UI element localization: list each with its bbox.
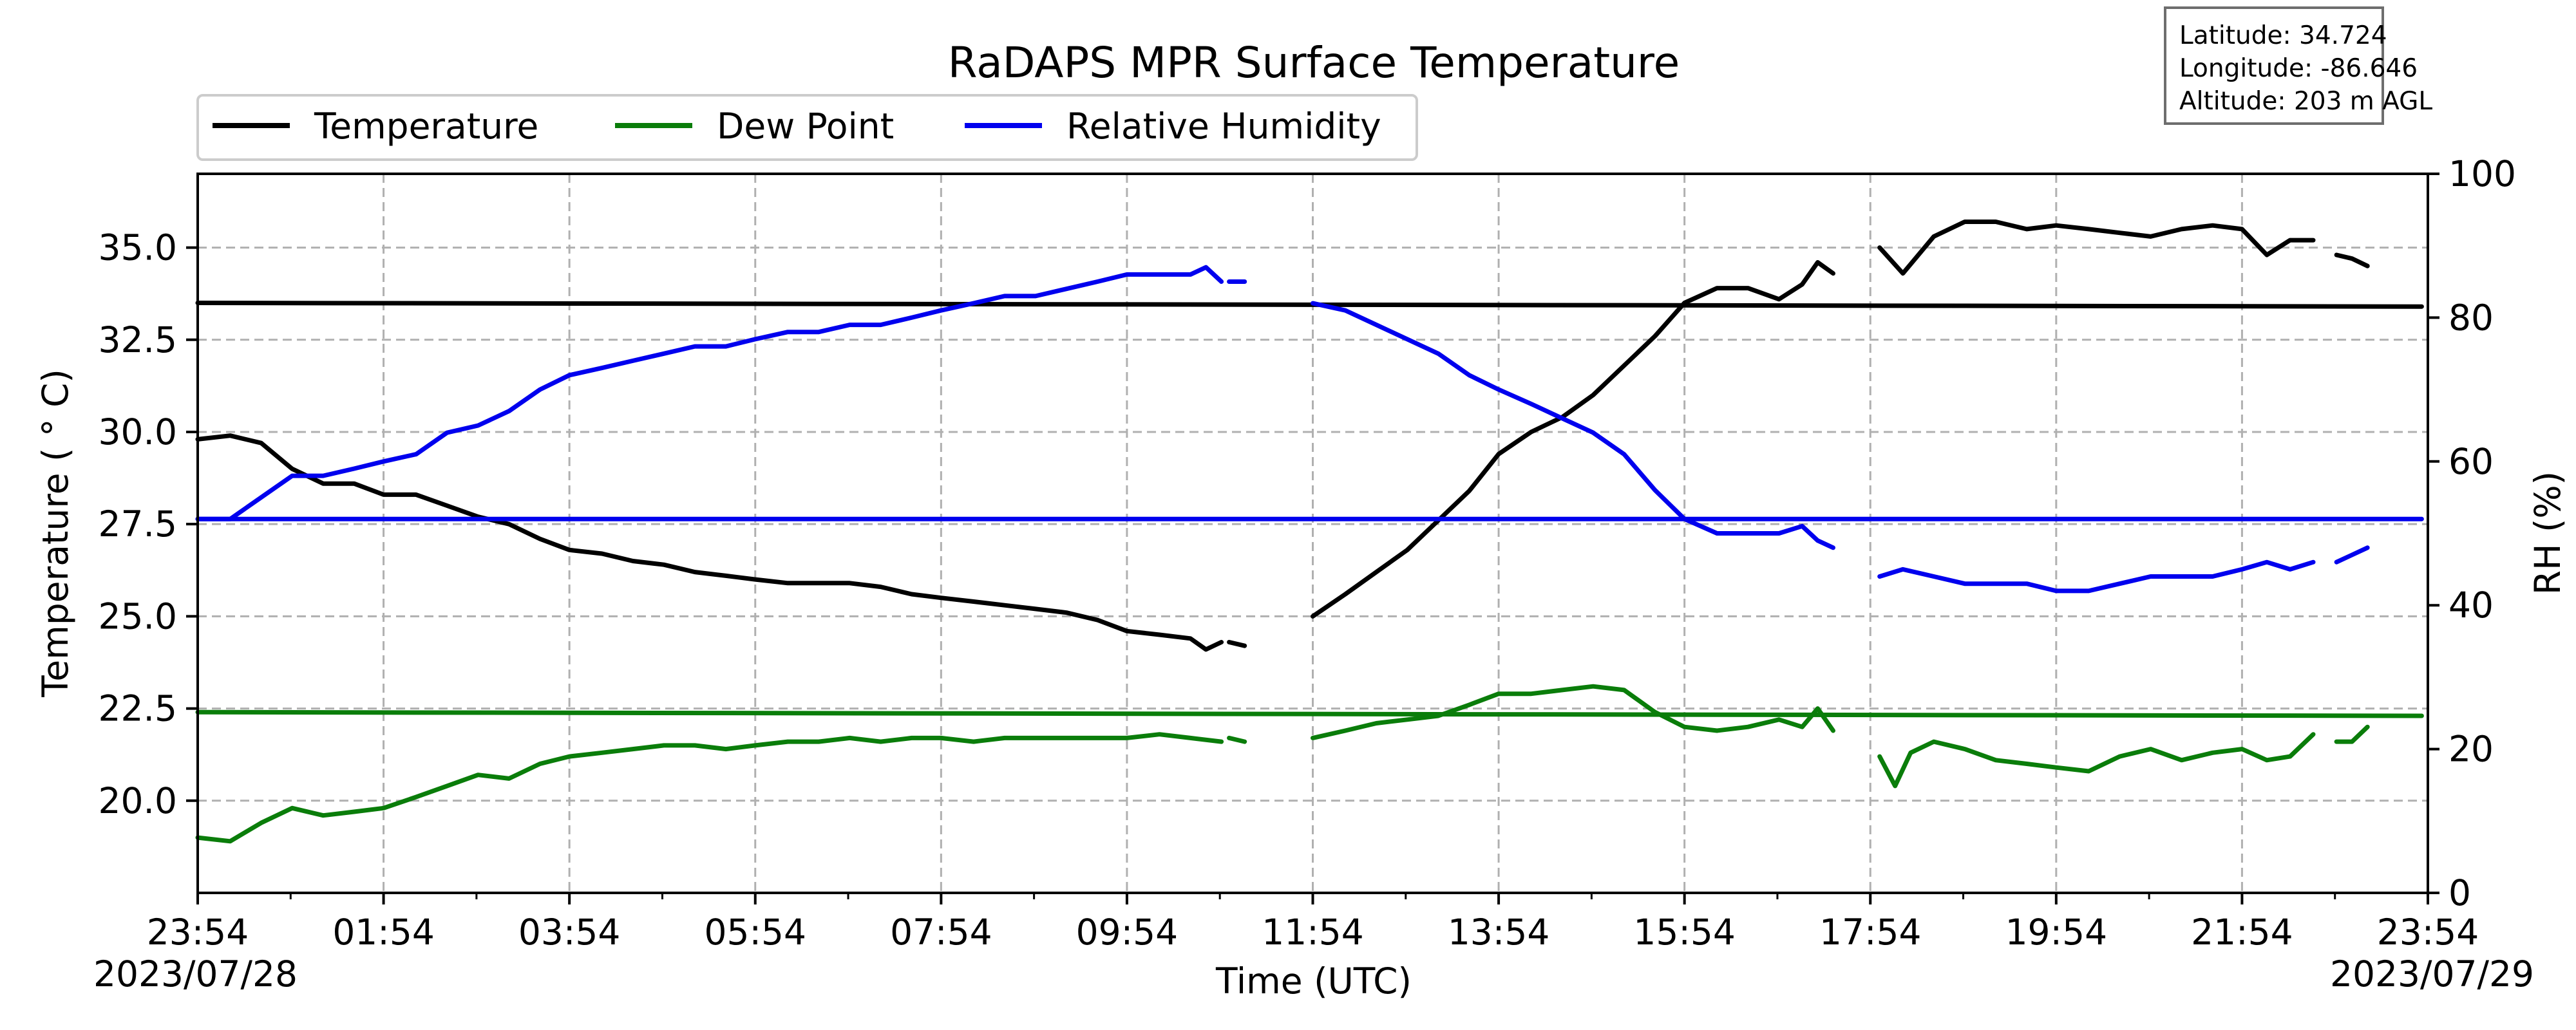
x-axis-label: Time (UTC)	[1215, 960, 1412, 1002]
end-date-label: 2023/07/29	[2330, 953, 2534, 995]
x-tick-label: 07:54	[890, 912, 992, 953]
series-relative-humidity-line	[1311, 301, 1835, 550]
y-tick-label: 20.0	[99, 780, 177, 821]
axis-ticks: 23:54 01:54 03:54 05:54 07:54 09:54 11:54 13:54…	[99, 153, 2516, 953]
series-temperature-line	[1227, 640, 1247, 648]
x-tick-label: 23:54	[2377, 912, 2479, 953]
y2-tick-label: 60	[2448, 441, 2494, 482]
altitude-text: Altitude: 203 m AGL	[2179, 87, 2433, 116]
y-tick-label: 30.0	[99, 411, 177, 453]
series-relative-humidity-line	[2334, 545, 2370, 565]
legend-label-dew-point: Dew Point	[717, 106, 894, 147]
series-temperature-line	[1311, 260, 1835, 619]
y-tick-label: 32.5	[99, 319, 177, 360]
start-date-label: 2023/07/28	[93, 953, 298, 995]
legend: Temperature Dew Point Relative Humidity	[196, 94, 1418, 161]
series-dew-point-line	[195, 732, 1224, 844]
longitude-text: Longitude: -86.646	[2179, 54, 2418, 83]
y2-tick-label: 40	[2448, 585, 2494, 626]
y-tick-label: 25.0	[99, 595, 177, 637]
series-temperature-line	[195, 433, 1224, 652]
x-tick-label: 09:54	[1076, 912, 1179, 953]
station-info-box: Latitude: 34.724 Longitude: -86.646 Alti…	[2164, 6, 2433, 125]
series-temperature-line	[195, 301, 2424, 309]
y-tick-label: 35.0	[99, 227, 177, 268]
y-tick-label: 27.5	[99, 503, 177, 545]
series-temperature-line	[2334, 252, 2370, 268]
x-tick-label: 11:54	[1262, 912, 1364, 953]
series-temperature-line	[1877, 220, 2316, 276]
y2-axis-label: RH (%)	[2527, 471, 2568, 595]
legend-label-temperature: Temperature	[314, 106, 538, 147]
series-dew-point-line	[1311, 684, 1835, 740]
series-dew-point-line	[1877, 732, 2316, 789]
chart-title: RaDAPS MPR Surface Temperature	[948, 38, 1680, 88]
legend-label-relative-humidity: Relative Humidity	[1066, 106, 1381, 147]
series-lines	[195, 220, 2424, 844]
series-dew-point-line	[195, 709, 2424, 718]
x-tick-label: 19:54	[2005, 912, 2108, 953]
series-dew-point-line	[2334, 724, 2370, 744]
latitude-text: Latitude: 34.724	[2179, 21, 2387, 50]
series-relative-humidity-line	[1877, 559, 2316, 594]
grid-lines	[198, 174, 2428, 893]
x-tick-label: 23:54	[147, 912, 249, 953]
y2-tick-label: 80	[2448, 297, 2494, 338]
x-tick-label: 01:54	[332, 912, 435, 953]
x-tick-label: 05:54	[704, 912, 806, 953]
y2-tick-label: 0	[2448, 872, 2471, 913]
y-axis-label: Temperature ( ° C)	[35, 369, 76, 698]
series-dew-point-line	[1227, 735, 1247, 744]
x-tick-label: 13:54	[1448, 912, 1550, 953]
x-tick-label: 03:54	[518, 912, 621, 953]
x-tick-label: 21:54	[2191, 912, 2293, 953]
y2-tick-label: 20	[2448, 729, 2494, 770]
series-relative-humidity-line	[195, 265, 1224, 521]
x-tick-label: 17:54	[1819, 912, 1922, 953]
y-tick-label: 22.5	[99, 688, 177, 729]
y2-tick-label: 100	[2448, 153, 2516, 194]
x-tick-label: 15:54	[1633, 912, 1736, 953]
legend-frame	[196, 94, 1418, 161]
